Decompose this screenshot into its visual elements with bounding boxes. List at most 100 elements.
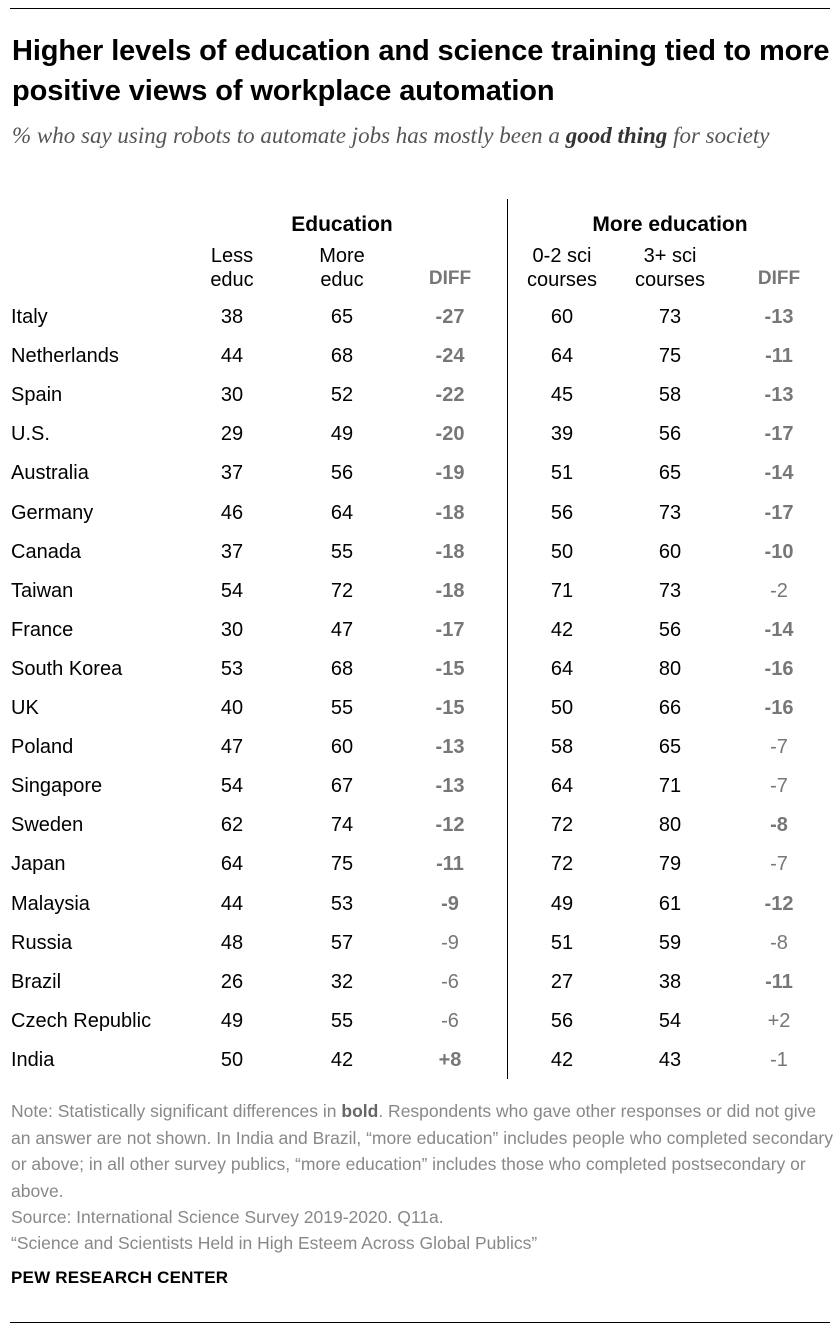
sci-3-plus-value: 65 [658,462,682,485]
sci-diff-value: -17 [764,423,794,446]
table-row: Brazil 26 32 -6 27 38 -11 [0,966,840,1005]
sci-0-2-value: 60 [550,306,574,328]
less-educ-value: 37 [220,462,244,485]
sci-diff-value: -7 [770,775,788,798]
sci-0-2-value: 49 [550,892,574,915]
sci-0-2-value: 42 [550,618,574,641]
less-educ-value: 54 [220,579,244,602]
sci-3-plus-value: 38 [658,970,682,993]
source-line: Source: International Science Survey 201… [11,1207,444,1227]
more-educ-value: 57 [330,931,354,954]
less-educ-value: 30 [220,618,244,641]
less-educ-value: 44 [220,345,244,368]
col-header-sci-3-plus: 3+ sci courses [624,244,716,292]
sci-3-plus-value: 60 [658,540,682,563]
education-diff-value: -22 [435,384,465,407]
table-row: UK 40 55 -15 50 66 -16 [0,692,840,731]
country-label: Spain [11,384,63,407]
sci-diff-value: -7 [770,736,788,759]
more-educ-value: 72 [330,579,354,602]
more-educ-value: 64 [330,501,354,524]
sci-0-2-value: 64 [550,345,574,368]
country-label: Poland [11,736,74,759]
footnote-bold-word: bold [341,1101,379,1121]
sci-diff-value: -14 [764,462,794,485]
more-educ-value: 53 [330,892,354,915]
less-educ-value: 64 [220,853,244,876]
less-educ-value: 62 [220,814,244,837]
col-header-more-educ-line1: More [319,245,365,267]
col-header-less-educ-line2: educ [210,269,254,291]
sci-diff-value: -7 [770,853,788,876]
more-educ-value: 56 [330,462,354,485]
less-educ-value: 44 [220,892,244,915]
sci-0-2-value: 58 [550,736,574,759]
education-diff-value: -20 [435,423,465,446]
sci-3-plus-value: 80 [658,657,682,680]
col-header-sci-3-plus-line1: 3+ sci [643,245,697,267]
sci-diff-value: -10 [764,540,794,563]
column-divider [507,199,508,1079]
col-header-more-educ-line2: educ [320,269,364,291]
chart-subtitle: % who say using robots to automate jobs … [12,120,812,152]
sci-0-2-value: 56 [550,1009,574,1032]
brand-logo-text: PEW RESEARCH CENTER [11,1268,229,1287]
education-diff-value: -9 [441,931,459,954]
sci-3-plus-value: 73 [658,579,682,602]
sci-0-2-value: 27 [550,970,574,993]
education-diff-value: -18 [435,579,465,602]
education-diff-value: +8 [438,1048,462,1071]
sci-3-plus-value: 79 [658,853,682,876]
footnote-suffix: . Respondents who gave other responses o… [11,1101,834,1201]
col-header-less-educ-line1: Less [210,245,254,267]
table-row: India 50 42 +8 42 43 -1 [0,1044,840,1083]
education-diff-value: -11 [436,853,464,876]
less-educ-value: 49 [220,1009,244,1032]
sci-0-2-value: 56 [550,501,574,524]
table-row: France 30 47 -17 42 56 -14 [0,614,840,653]
more-educ-value: 74 [330,814,354,837]
sci-0-2-value: 72 [550,853,574,876]
more-educ-value: 67 [330,775,354,798]
less-educ-value: 53 [220,657,244,680]
education-diff-value: -6 [441,1009,459,1032]
sci-3-plus-value: 43 [658,1048,682,1071]
subtitle-suffix: for society [667,123,770,148]
country-label: UK [11,697,39,719]
country-label: Malaysia [11,892,90,915]
country-label: Russia [11,931,73,954]
sci-diff-value: -16 [764,657,794,680]
col-header-sci-0-2-line1: 0-2 sci [532,245,592,267]
sci-0-2-value: 50 [550,540,574,563]
country-label: Czech Republic [11,1009,152,1032]
less-educ-value: 50 [220,1048,244,1071]
more-educ-value: 68 [330,345,354,368]
footnote: Note: Statistically significant differen… [11,1098,836,1204]
sci-0-2-value: 72 [550,814,574,837]
country-label: Sweden [11,814,84,837]
education-diff-value: -19 [435,462,465,485]
more-educ-value: 32 [330,970,354,993]
sci-diff-value: -17 [764,501,794,524]
less-educ-value: 30 [220,384,244,407]
table-row: Italy 38 65 -27 60 73 -13 [0,301,840,340]
country-label: Australia [11,462,89,485]
country-label: Netherlands [11,345,119,368]
education-diff-value: -18 [435,501,465,524]
table-row: Germany 46 64 -18 56 73 -17 [0,497,840,536]
table-row: Singapore 54 67 -13 64 71 -7 [0,770,840,809]
table-row: Sweden 62 74 -12 72 80 -8 [0,809,840,848]
country-label: Singapore [11,775,103,798]
subtitle-emphasis: good thing [565,123,668,148]
more-educ-value: 52 [330,384,354,407]
less-educ-value: 48 [220,931,244,954]
sci-3-plus-value: 54 [658,1009,682,1032]
col-header-sci-0-2: 0-2 sci courses [516,244,608,292]
sci-diff-value: -12 [764,892,794,915]
col-header-diff-sci: DIFF [757,268,801,289]
footnote-prefix: Note: Statistically significant differen… [11,1101,342,1121]
more-educ-value: 68 [330,657,354,680]
less-educ-value: 40 [220,697,244,719]
sci-diff-value: -13 [764,384,794,407]
more-educ-value: 65 [330,306,354,328]
